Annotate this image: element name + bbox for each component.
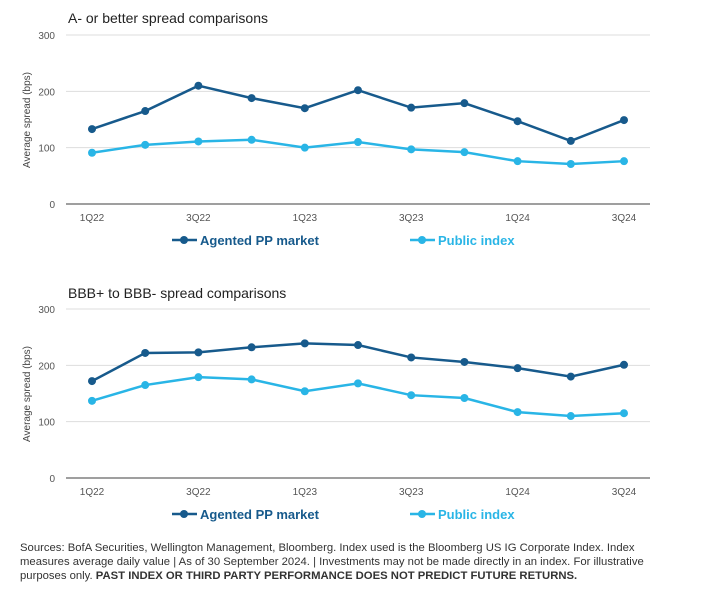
- legend-marker: [418, 236, 426, 244]
- data-point: [88, 148, 96, 157]
- data-point: [407, 145, 416, 154]
- legend-marker: [418, 510, 426, 518]
- data-point: [194, 348, 203, 357]
- chart-2-title: BBB+ to BBB- spread comparisons: [68, 285, 287, 301]
- data-point: [620, 409, 628, 418]
- y-tick-label: 300: [38, 31, 55, 42]
- data-point: [300, 104, 309, 113]
- data-point: [141, 348, 150, 357]
- data-point: [354, 86, 362, 95]
- legend-label: Agented PP market: [200, 507, 320, 522]
- data-point: [300, 143, 309, 152]
- x-tick-label: 1Q24: [505, 213, 530, 224]
- data-point: [513, 364, 522, 373]
- data-point: [460, 394, 469, 403]
- data-point: [194, 81, 203, 90]
- legend-marker: [180, 510, 188, 518]
- data-point: [88, 377, 96, 386]
- data-point: [354, 138, 362, 147]
- data-point: [620, 157, 628, 166]
- data-point: [300, 339, 309, 348]
- x-tick-label: 3Q23: [399, 487, 424, 498]
- x-tick-label: 3Q24: [612, 487, 637, 498]
- data-point: [88, 396, 96, 405]
- data-point: [513, 117, 522, 126]
- data-point: [407, 391, 416, 400]
- legend-label: Public index: [438, 507, 515, 522]
- data-point: [194, 373, 203, 382]
- data-point: [620, 116, 628, 125]
- x-tick-label: 1Q22: [80, 487, 105, 498]
- data-point: [620, 360, 628, 369]
- data-point: [247, 343, 256, 352]
- y-tick-label: 100: [38, 418, 55, 429]
- x-tick-label: 1Q23: [293, 487, 318, 498]
- y-tick-label: 0: [49, 474, 55, 485]
- y-tick-label: 300: [38, 305, 55, 316]
- footnote-disclaimer: PAST INDEX OR THIRD PARTY PERFORMANCE DO…: [95, 570, 578, 582]
- data-point: [566, 160, 575, 169]
- data-point: [513, 157, 522, 166]
- data-point: [354, 341, 362, 350]
- y-tick-label: 0: [49, 200, 55, 211]
- y-axis-label: Average spread (bps): [22, 346, 33, 442]
- chart-bbb: 0 100 200 300 Average spread (bps) 1Q22 3Q22 1Q…: [22, 305, 650, 522]
- legend-marker: [180, 236, 188, 244]
- chart-1-title: A- or better spread comparisons: [68, 10, 268, 26]
- legend-label: Agented PP market: [200, 233, 320, 248]
- data-point: [460, 99, 469, 108]
- data-point: [141, 107, 150, 116]
- legend-label: Public index: [438, 233, 515, 248]
- data-point: [141, 381, 150, 390]
- data-point: [566, 372, 575, 381]
- y-tick-label: 100: [38, 144, 55, 155]
- x-tick-label: 1Q23: [293, 213, 318, 224]
- data-point: [247, 375, 256, 384]
- data-point: [354, 379, 362, 388]
- x-tick-label: 3Q22: [186, 213, 211, 224]
- data-point: [247, 94, 256, 103]
- x-tick-label: 1Q22: [80, 213, 105, 224]
- footnote: Sources: BofA Securities, Wellington Man…: [20, 541, 660, 583]
- x-tick-label: 3Q23: [399, 213, 424, 224]
- data-point: [141, 140, 150, 149]
- data-point: [194, 137, 203, 146]
- y-tick-label: 200: [38, 87, 55, 98]
- data-point: [300, 387, 309, 396]
- y-tick-label: 200: [38, 361, 55, 372]
- data-point: [460, 148, 469, 157]
- data-point: [566, 136, 575, 145]
- x-tick-label: 1Q24: [505, 487, 530, 498]
- chart-a-or-better: 0 100 200 300 Average spread (bps) 1Q22 3Q22 1Q…: [22, 31, 650, 248]
- data-point: [88, 125, 96, 134]
- x-tick-label: 3Q24: [612, 213, 637, 224]
- data-point: [407, 103, 416, 112]
- y-axis-label: Average spread (bps): [22, 72, 33, 168]
- data-point: [566, 412, 575, 421]
- data-point: [247, 135, 256, 144]
- x-tick-label: 3Q22: [186, 487, 211, 498]
- data-point: [407, 353, 416, 362]
- data-point: [460, 357, 469, 366]
- data-point: [513, 408, 522, 417]
- footnote-text: Sources: BofA Securities, Wellington Man…: [20, 542, 644, 582]
